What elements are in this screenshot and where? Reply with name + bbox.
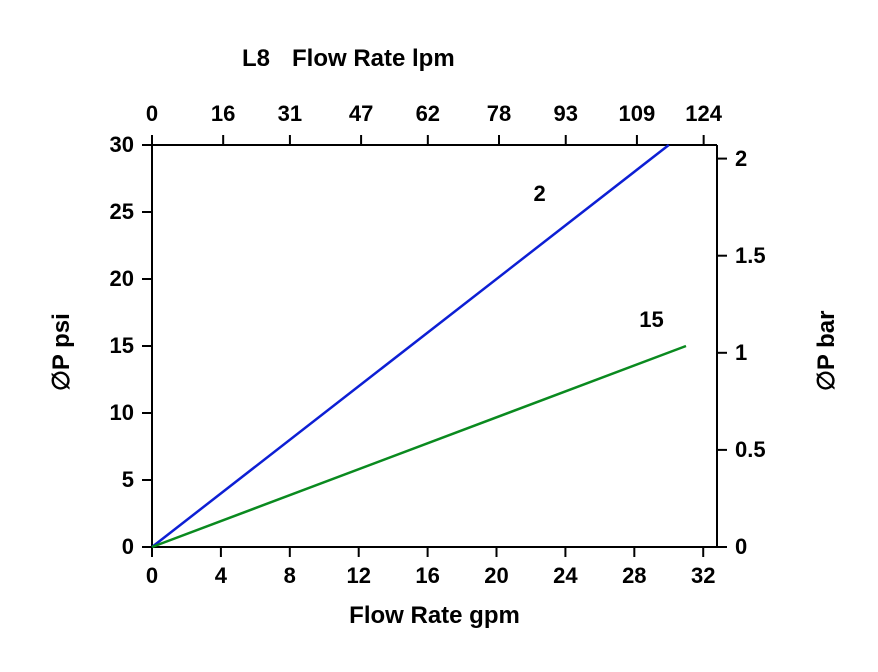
x-bottom-tick-label: 0	[146, 563, 158, 589]
chart-container: L8 Flow Rate lpm ∅P psi ∅P bar Flow Rate…	[0, 0, 878, 672]
y-right-tick-label: 0	[735, 534, 747, 560]
series-2	[152, 145, 669, 547]
y-left-tick-label: 5	[122, 467, 134, 493]
x-top-tick-label: 31	[278, 101, 302, 127]
series-label-2: 2	[533, 181, 545, 207]
x-bottom-tick-label: 8	[284, 563, 296, 589]
series-15	[152, 346, 686, 547]
x-top-tick-label: 62	[416, 101, 440, 127]
series-label-15: 15	[639, 307, 663, 333]
top-axis-label: Flow Rate lpm	[292, 45, 455, 73]
x-bottom-tick-label: 16	[415, 563, 439, 589]
y-right-tick-label: 1	[735, 340, 747, 366]
y-left-tick-label: 0	[122, 534, 134, 560]
y-right-axis-label: ∅P bar	[812, 311, 841, 392]
y-left-axis-label: ∅P psi	[47, 313, 76, 391]
x-top-tick-label: 16	[211, 101, 235, 127]
x-top-tick-label: 109	[619, 101, 656, 127]
y-left-tick-label: 10	[110, 400, 134, 426]
x-bottom-tick-label: 4	[215, 563, 227, 589]
x-top-tick-label: 78	[487, 101, 511, 127]
x-bottom-tick-label: 32	[691, 563, 715, 589]
x-top-tick-label: 0	[146, 101, 158, 127]
chart-model-label: L8	[242, 45, 270, 73]
x-top-tick-label: 93	[553, 101, 577, 127]
y-right-tick-label: 0.5	[735, 437, 766, 463]
y-left-tick-label: 25	[110, 199, 134, 225]
x-top-tick-label: 124	[685, 101, 722, 127]
y-right-tick-label: 2	[735, 146, 747, 172]
y-right-tick-label: 1.5	[735, 243, 766, 269]
x-bottom-tick-label: 28	[622, 563, 646, 589]
y-left-tick-label: 20	[110, 266, 134, 292]
x-bottom-axis-label: Flow Rate gpm	[349, 602, 520, 630]
x-bottom-tick-label: 12	[346, 563, 370, 589]
y-left-tick-label: 30	[110, 132, 134, 158]
plot-area	[152, 145, 717, 547]
x-top-tick-label: 47	[349, 101, 373, 127]
x-bottom-tick-label: 20	[484, 563, 508, 589]
x-bottom-tick-label: 24	[553, 563, 577, 589]
y-left-tick-label: 15	[110, 333, 134, 359]
